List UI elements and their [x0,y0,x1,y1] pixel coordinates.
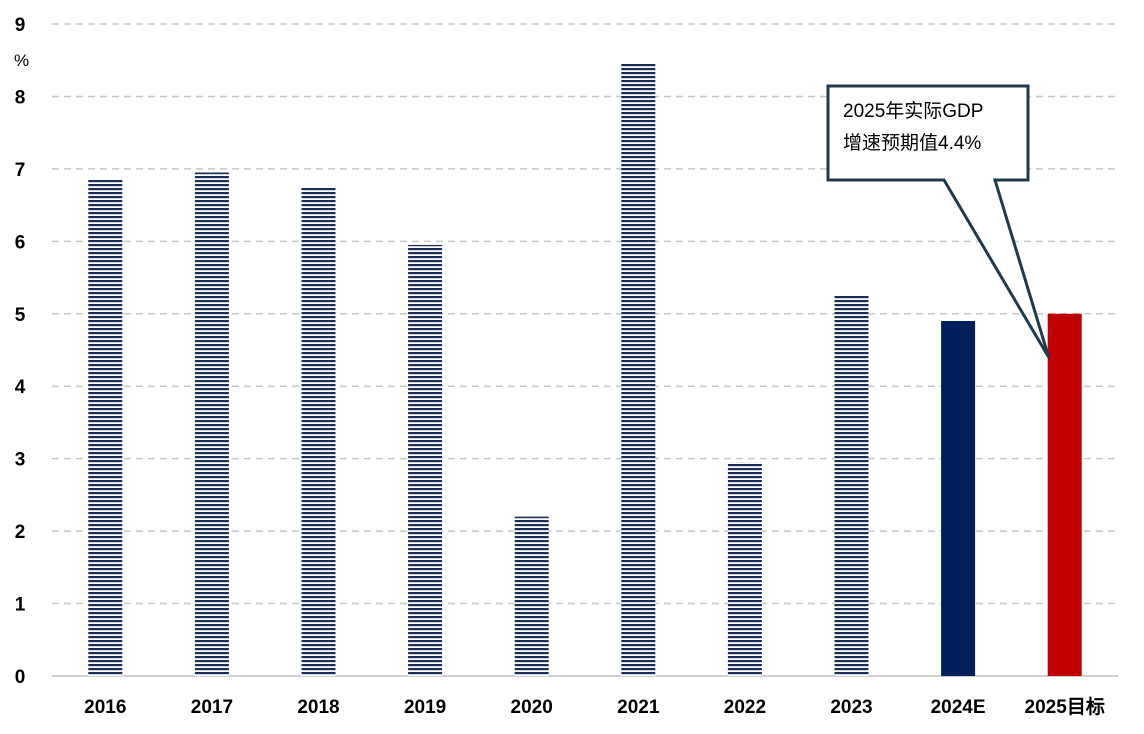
x-tick-label: 2016 [84,697,126,718]
bars [88,63,1082,677]
y-tick-labels: 0 1 2 3 4 5 6 7 8 9 [15,15,26,688]
bar-2019 [408,244,443,676]
y-tick-label: 2 [15,522,26,543]
y-tick-label: 9 [15,15,26,36]
annotation-callout: 2025年实际GDP 增速预期值4.4% [826,84,1051,359]
y-tick-label: 1 [15,595,26,616]
y-tick-label: 3 [15,450,26,471]
x-tick-label: 2018 [297,697,339,718]
x-tick-label: 2023 [830,697,872,718]
x-tick-label: 2024E [931,697,986,718]
bar-2017 [194,172,229,676]
bar-2018 [301,187,336,676]
x-tick-label: 2017 [191,697,233,718]
x-tick-label: 2020 [511,697,553,718]
x-tick-label: 2022 [724,697,766,718]
bar-2020 [514,516,549,676]
callout-text-line-1: 2025年实际GDP [843,100,983,122]
bar-2021 [621,63,656,677]
y-tick-label: 8 [15,87,26,108]
y-tick-label: 0 [15,667,26,688]
bar-2023 [834,295,869,676]
y-tick-label: 5 [15,305,26,326]
bar-2024E [941,321,976,676]
x-tick-label: 2021 [617,697,660,718]
y-tick-label: 7 [15,160,26,181]
y-tick-label: 4 [15,377,26,398]
callout-box [826,84,1051,359]
x-tick-label: 2019 [404,697,446,718]
y-axis-unit: % [14,51,29,70]
callout-text-line-2: 增速预期值4.4% [843,132,981,154]
y-tick-label: 6 [15,232,26,253]
category-labels: 2016 2017 2018 2019 2020 2021 2022 2023 2024E 202… [84,696,1105,718]
bar-2025目标 [1047,313,1082,676]
bar-2022 [727,462,762,676]
bar-2016 [88,179,123,676]
x-tick-label: 2025目标 [1025,696,1105,718]
